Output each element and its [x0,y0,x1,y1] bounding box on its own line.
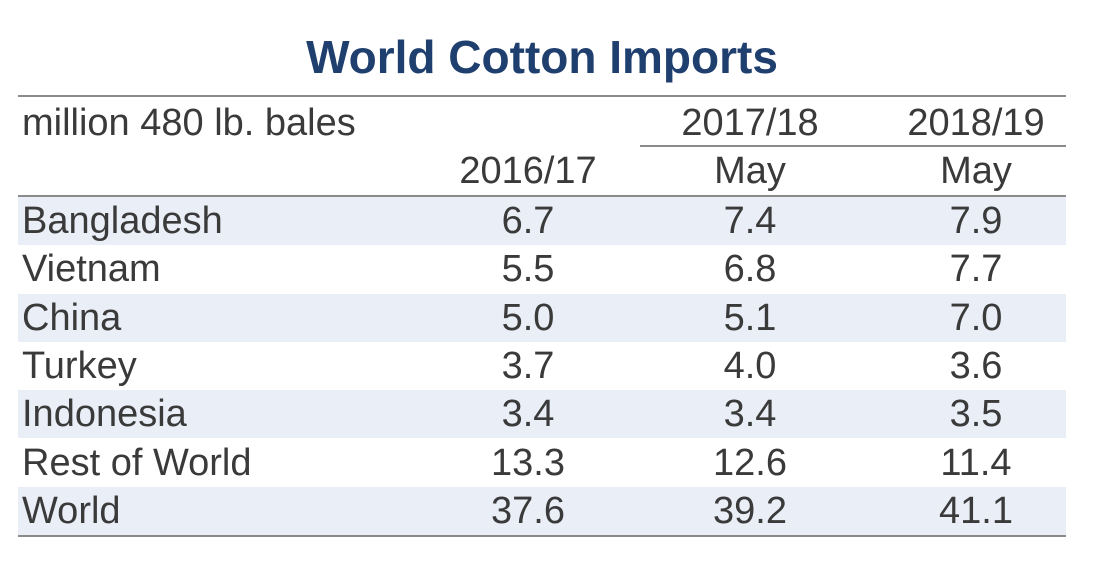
cell-value: 3.6 [949,345,1003,387]
row-stripe [18,294,1066,342]
cell-value: 12.6 [713,442,787,484]
column-header-may-2017-18: May [714,150,786,192]
row-label: Vietnam [22,248,161,290]
cell-value: 5.0 [501,297,555,339]
cell-value: 3.4 [723,393,777,435]
row-stripe [18,390,1066,438]
cell-value: 39.2 [713,490,787,532]
row-label: World [22,490,121,532]
cell-value: 3.4 [501,393,555,435]
cell-value: 6.8 [723,248,777,290]
unit-label: million 480 lb. bales [22,102,356,144]
cell-value: 6.7 [501,200,555,242]
cell-value: 7.4 [723,200,777,242]
header-top-2017-18: 2017/18 [681,102,819,144]
cell-value: 3.5 [949,393,1003,435]
row-label: Indonesia [22,393,187,435]
cell-value: 4.0 [723,345,777,387]
row-label: Rest of World [22,442,252,484]
cell-value: 5.5 [501,248,555,290]
top-rule [18,95,1066,97]
row-label: Bangladesh [22,200,223,242]
cell-value: 11.4 [940,442,1012,484]
cell-value: 13.3 [491,442,565,484]
column-header-2016-17: 2016/17 [459,150,597,192]
header-rule [18,195,1066,197]
cell-value: 7.9 [949,200,1003,242]
header-group-rule [640,145,1066,147]
cell-value: 5.1 [723,297,777,339]
table-title: World Cotton Imports [306,31,778,83]
cell-value: 41.1 [939,490,1013,532]
row-label: China [22,297,122,339]
column-header-may-2018-19: May [940,150,1012,192]
cell-value: 7.7 [949,248,1003,290]
row-label: Turkey [22,345,137,387]
row-stripe [18,197,1066,245]
header-top-2018-19: 2018/19 [907,102,1045,144]
cell-value: 37.6 [491,490,565,532]
cell-value: 3.7 [501,345,555,387]
bottom-rule [18,535,1066,537]
row-stripe [18,487,1066,535]
cell-value: 7.0 [949,297,1003,339]
